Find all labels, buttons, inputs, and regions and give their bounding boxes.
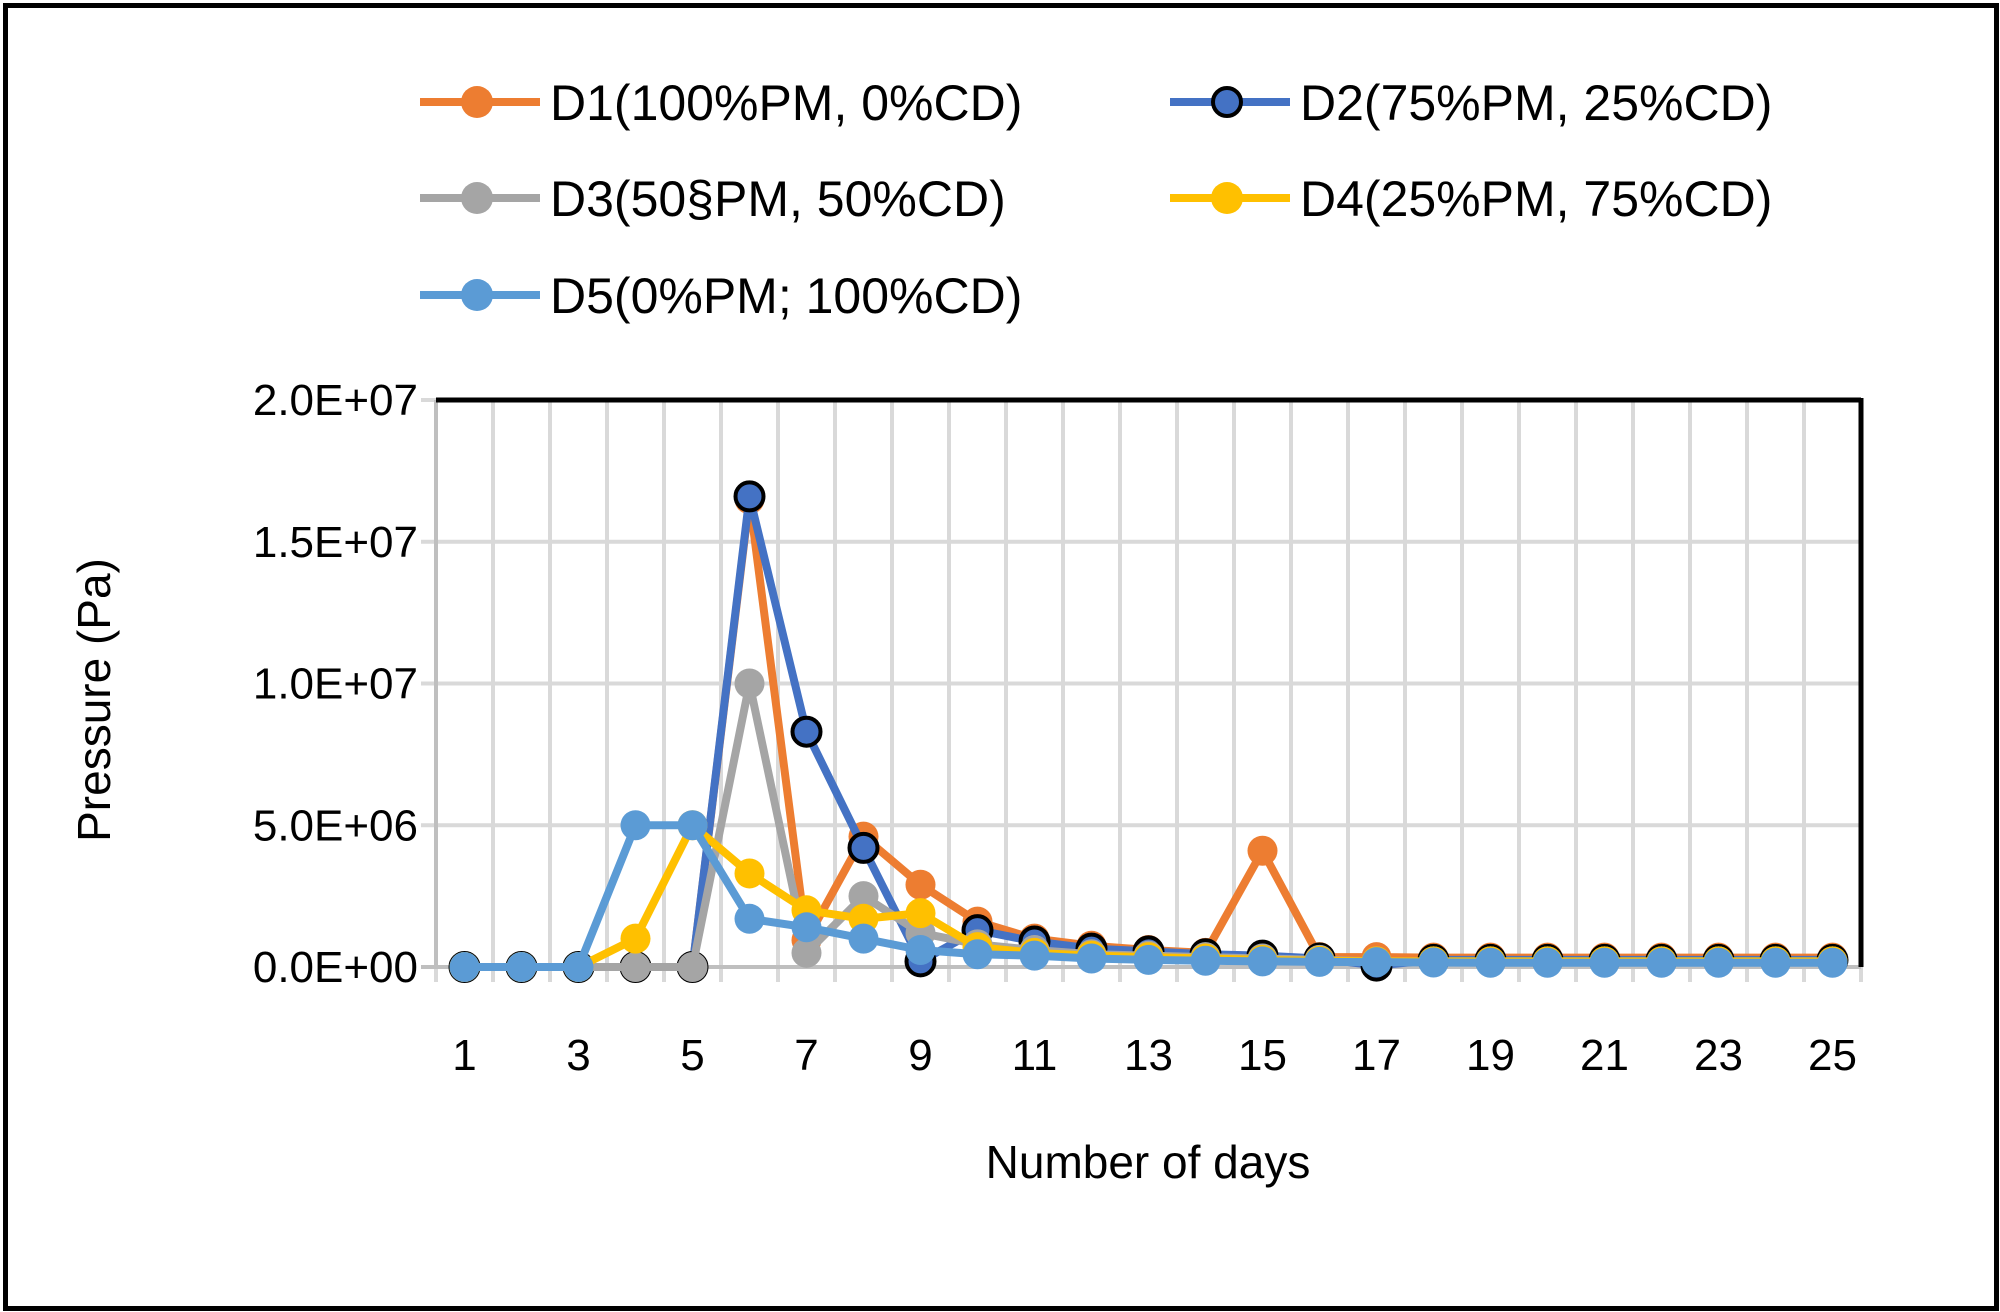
data-point xyxy=(1304,946,1335,977)
data-point xyxy=(847,831,880,864)
x-axis-tick-labels: 1 3 5 7 9 11 13 15 17 19 21 23 25 xyxy=(452,1031,1857,1080)
legend-label: D5(0%PM; 100%CD) xyxy=(550,268,1022,324)
series-2 xyxy=(448,480,1849,983)
data-point xyxy=(620,952,651,982)
y-tick-label: 5.0E+06 xyxy=(253,801,418,850)
data-point xyxy=(620,810,651,841)
legend-item: D5(0%PM; 100%CD) xyxy=(420,268,1022,324)
x-tick-label: 15 xyxy=(1238,1031,1287,1080)
y-tick-label: 1.5E+07 xyxy=(253,518,418,567)
data-point xyxy=(1532,947,1563,978)
series-line xyxy=(464,492,1833,971)
data-point xyxy=(1019,940,1050,971)
legend-label: D2(75%PM, 25%CD) xyxy=(1300,75,1772,131)
data-point xyxy=(1133,944,1164,975)
legend-item: D2(75%PM, 25%CD) xyxy=(1170,75,1772,131)
legend-marker xyxy=(1211,86,1243,118)
gridlines xyxy=(421,398,1863,982)
data-point xyxy=(449,952,480,982)
series-layer xyxy=(448,480,1849,983)
y-axis-title: Pressure (Pa) xyxy=(68,558,120,842)
data-point xyxy=(563,952,594,982)
data-point xyxy=(905,934,936,965)
x-tick-label: 19 xyxy=(1466,1031,1515,1080)
x-tick-label: 23 xyxy=(1694,1031,1743,1080)
data-point xyxy=(506,952,537,982)
data-point xyxy=(1646,947,1677,978)
legend-item: D1(100%PM, 0%CD) xyxy=(420,75,1022,131)
x-tick-label: 25 xyxy=(1808,1031,1857,1080)
legend-item: D4(25%PM, 75%CD) xyxy=(1170,171,1772,227)
data-point xyxy=(905,898,936,929)
series-5 xyxy=(449,810,1848,982)
data-point xyxy=(734,858,765,889)
data-point xyxy=(1247,946,1278,977)
legend: D1(100%PM, 0%CD) D2(75%PM, 25%CD) D3(50§PM… xyxy=(420,75,1772,324)
y-tick-label: 0.0E+00 xyxy=(253,943,418,992)
data-point xyxy=(677,952,708,982)
data-point xyxy=(1817,947,1848,978)
data-point xyxy=(791,937,822,968)
data-point xyxy=(1361,947,1392,978)
legend-label: D4(25%PM, 75%CD) xyxy=(1300,171,1772,227)
x-tick-label: 11 xyxy=(1012,1031,1058,1080)
y-tick-label: 1.0E+07 xyxy=(253,660,418,709)
data-point xyxy=(620,923,651,954)
data-point xyxy=(733,480,766,513)
data-point xyxy=(734,903,765,934)
x-tick-label: 17 xyxy=(1352,1031,1401,1080)
data-point xyxy=(677,810,708,841)
data-point xyxy=(1703,947,1734,978)
legend-item: D3(50§PM, 50%CD) xyxy=(420,171,1006,227)
data-point xyxy=(1760,947,1791,978)
x-tick-label: 13 xyxy=(1124,1031,1173,1080)
x-tick-label: 9 xyxy=(908,1031,932,1080)
series-1 xyxy=(449,484,1848,982)
legend-marker xyxy=(461,86,493,118)
legend-marker xyxy=(461,182,493,214)
data-point xyxy=(848,923,879,954)
legend-marker xyxy=(461,279,493,311)
y-tick-label: 2.0E+07 xyxy=(253,376,418,425)
chart-frame xyxy=(3,3,1999,1311)
data-point xyxy=(1076,943,1107,974)
data-point xyxy=(1190,945,1221,976)
series-line xyxy=(464,495,1833,971)
data-point xyxy=(1475,947,1506,978)
data-point xyxy=(962,939,993,970)
x-tick-label: 1 xyxy=(452,1031,476,1080)
data-point xyxy=(790,715,823,748)
x-tick-label: 3 xyxy=(566,1031,590,1080)
x-tick-label: 5 xyxy=(680,1031,704,1080)
legend-marker xyxy=(1211,182,1243,214)
data-point xyxy=(1589,947,1620,978)
x-tick-label: 7 xyxy=(794,1031,818,1080)
x-tick-label: 21 xyxy=(1580,1031,1629,1080)
data-point xyxy=(905,869,936,900)
legend-label: D1(100%PM, 0%CD) xyxy=(550,75,1022,131)
x-axis-title: Number of days xyxy=(986,1136,1311,1188)
data-point xyxy=(848,881,879,912)
data-point xyxy=(791,912,822,943)
data-point xyxy=(734,668,765,699)
data-point xyxy=(1418,947,1449,978)
data-point xyxy=(1247,835,1278,866)
y-axis-tick-labels: 0.0E+00 5.0E+06 1.0E+07 1.5E+07 2.0E+07 xyxy=(253,376,418,992)
legend-label: D3(50§PM, 50%CD) xyxy=(550,171,1006,227)
